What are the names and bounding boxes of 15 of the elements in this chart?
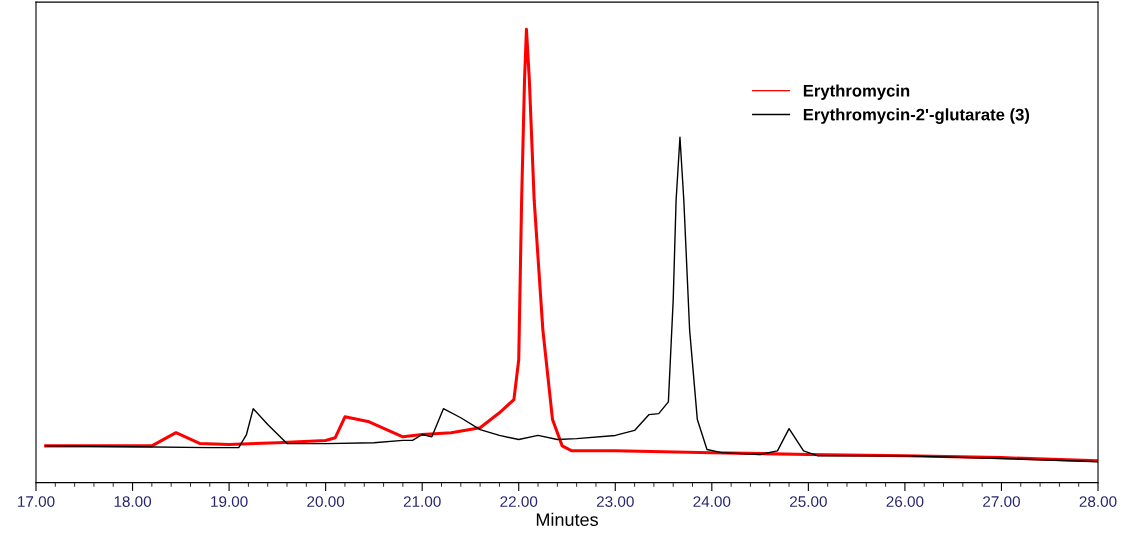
x-tick-label: 19.00 <box>211 496 248 507</box>
x-tick-label: 25.00 <box>790 496 827 507</box>
x-tick-label: 27.00 <box>983 496 1020 507</box>
x-tick-label: 24.00 <box>693 496 731 507</box>
x-tick-label: 23.00 <box>596 496 634 507</box>
x-tick-label: 22.00 <box>500 496 538 507</box>
x-tick-label: 18.00 <box>114 496 152 507</box>
x-tick-label: 28.00 <box>1079 496 1117 507</box>
x-tick-label: 26.00 <box>886 496 924 507</box>
x-tick-label: 20.00 <box>307 496 345 507</box>
legend-label: Erythromycin <box>803 84 910 100</box>
x-axis-title: Minutes <box>536 512 598 527</box>
legend-label: Erythromycin-2'-glutarate (3) <box>803 108 1030 124</box>
x-tick-label: 21.00 <box>403 496 441 507</box>
x-tick-label: 17.00 <box>18 496 55 507</box>
